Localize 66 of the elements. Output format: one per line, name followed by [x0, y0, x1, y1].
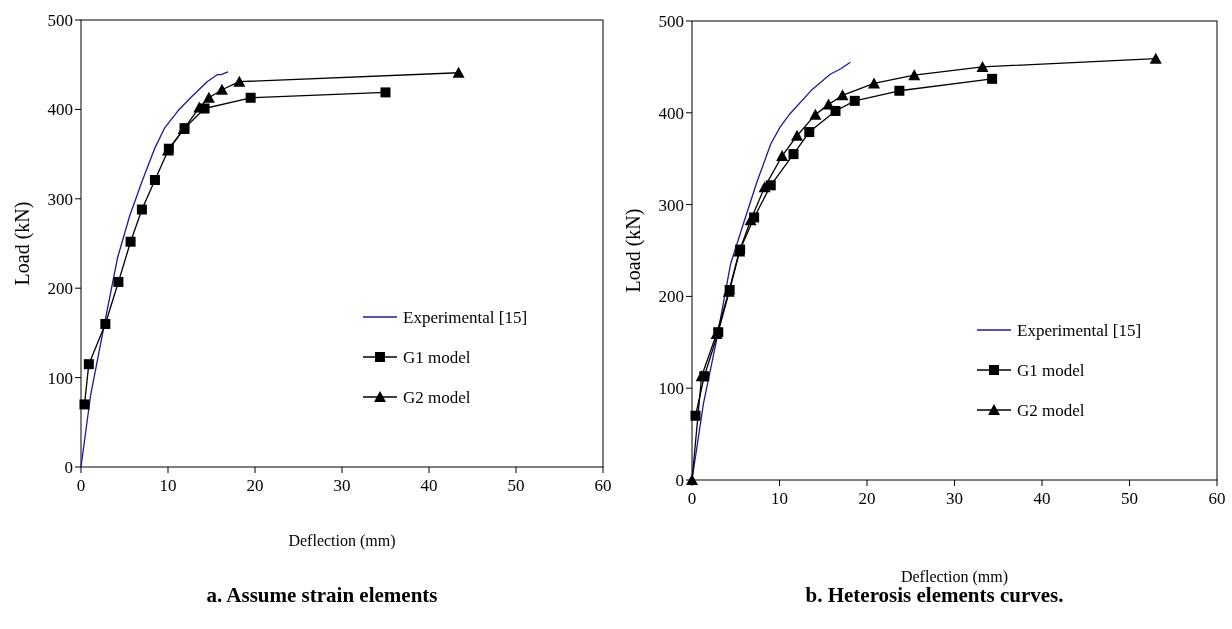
y-tick-label: 500 [658, 12, 684, 31]
x-tick-label: 30 [946, 489, 963, 508]
x-tick-label: 0 [76, 476, 86, 495]
legend-label: G1 model [403, 348, 471, 367]
point [868, 77, 880, 89]
point [245, 92, 256, 103]
point [849, 95, 860, 106]
point [809, 108, 822, 120]
x-tick-label: 20 [858, 489, 876, 508]
point [788, 149, 799, 160]
legend-label: G2 model [1017, 401, 1085, 420]
x-tick-label: 60 [594, 476, 612, 495]
point [113, 276, 124, 287]
y-tick-label: 100 [658, 379, 684, 399]
point [791, 129, 803, 141]
point [125, 236, 136, 247]
legend-label: Experimental [15] [403, 308, 528, 327]
y-axis-title: Load (kN) [622, 208, 645, 293]
point [695, 370, 708, 382]
point [149, 175, 160, 186]
x-tick-label: 60 [1208, 489, 1226, 508]
point [836, 89, 849, 101]
x-tick-label: 10 [159, 476, 177, 495]
legend-label: G1 model [1017, 361, 1085, 380]
x-tick-label: 20 [246, 476, 264, 495]
y-tick-label: 200 [658, 287, 684, 307]
line-series [80, 71, 229, 468]
y-tick-label: 300 [47, 189, 73, 209]
legend-label: Experimental [15] [1017, 321, 1142, 340]
y-tick-label: 0 [64, 458, 73, 477]
point [830, 105, 841, 116]
x-tick-label: 0 [687, 489, 697, 508]
x-tick-label: 40 [420, 476, 438, 495]
point [776, 149, 789, 161]
point [758, 181, 771, 193]
text: a. Assume strain elements [206, 583, 438, 607]
point [976, 60, 989, 72]
legend-label: G2 model [403, 388, 471, 407]
point [894, 85, 905, 96]
point [233, 75, 246, 87]
point [79, 399, 90, 410]
x-tick-label: 50 [507, 476, 525, 495]
y-tick-label: 400 [658, 103, 684, 123]
y-tick-label: 300 [658, 195, 684, 215]
y-tick-label: 400 [47, 100, 73, 120]
x-tick-label: 40 [1033, 489, 1051, 508]
point [804, 127, 815, 138]
point [987, 73, 998, 84]
point [83, 359, 94, 370]
x-axis-title: Deflection (mm) [288, 532, 396, 550]
y-tick-label: 500 [47, 11, 73, 30]
point [202, 91, 215, 103]
point [908, 69, 921, 81]
point [215, 83, 228, 95]
point [136, 204, 147, 215]
x-tick-label: 10 [771, 489, 788, 508]
point [380, 87, 391, 98]
point [1149, 52, 1162, 64]
point [452, 66, 465, 78]
y-tick-label: 200 [47, 279, 73, 299]
x-tick-label: 50 [1121, 489, 1138, 508]
x-axis-title: Deflection (mm) [900, 568, 1009, 586]
y-axis-title: Load (kN) [11, 201, 34, 286]
x-tick-label: 30 [333, 476, 351, 495]
point [100, 318, 111, 329]
y-tick-label: 100 [47, 368, 73, 388]
